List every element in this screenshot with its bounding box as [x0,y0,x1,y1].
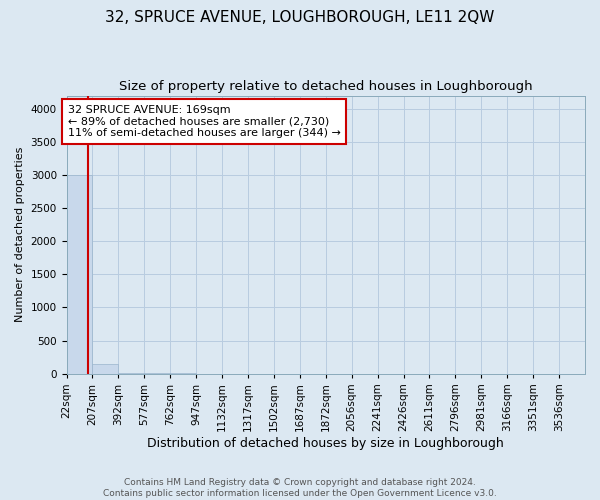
Text: 32 SPRUCE AVENUE: 169sqm
← 89% of detached houses are smaller (2,730)
11% of sem: 32 SPRUCE AVENUE: 169sqm ← 89% of detach… [68,105,341,138]
Text: Contains HM Land Registry data © Crown copyright and database right 2024.
Contai: Contains HM Land Registry data © Crown c… [103,478,497,498]
Text: 32, SPRUCE AVENUE, LOUGHBOROUGH, LE11 2QW: 32, SPRUCE AVENUE, LOUGHBOROUGH, LE11 2Q… [106,10,494,25]
Bar [118,373,144,374]
X-axis label: Distribution of detached houses by size in Loughborough: Distribution of detached houses by size … [148,437,504,450]
Title: Size of property relative to detached houses in Loughborough: Size of property relative to detached ho… [119,80,533,93]
Bar [67,175,92,374]
Bar [92,364,118,374]
Y-axis label: Number of detached properties: Number of detached properties [15,147,25,322]
